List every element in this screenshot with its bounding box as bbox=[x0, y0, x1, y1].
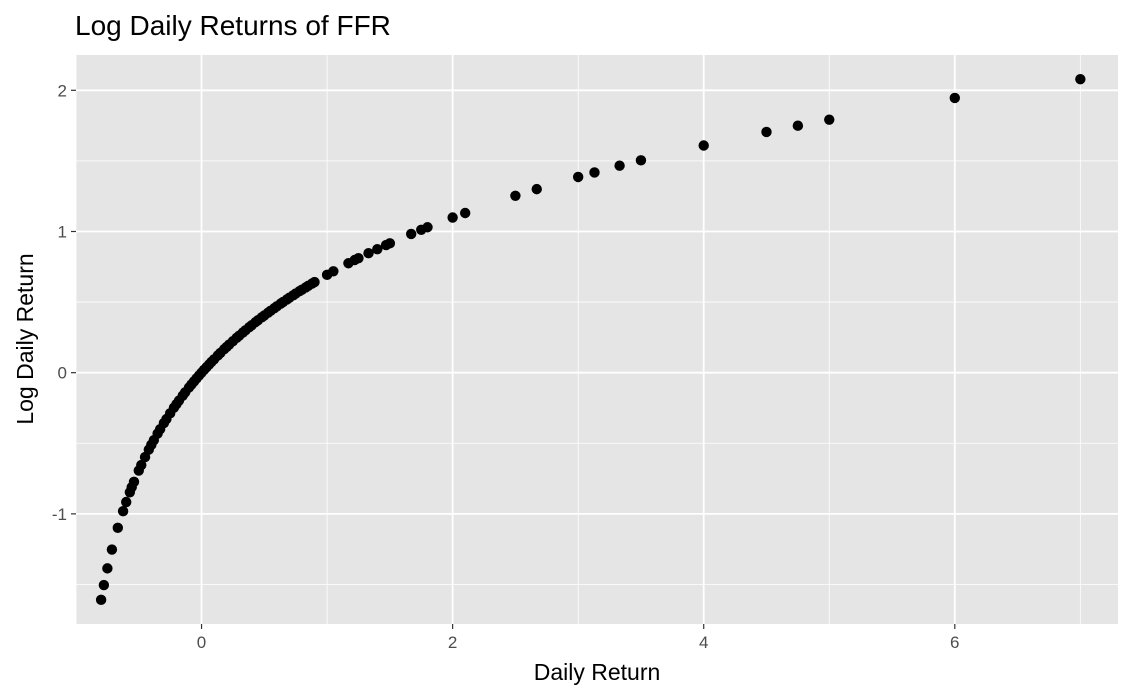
y-tick-label: 2 bbox=[58, 81, 67, 100]
plot-panel bbox=[76, 55, 1118, 624]
minor-gridlines bbox=[75, 55, 1118, 624]
scatter-point bbox=[128, 476, 140, 488]
scatter-point bbox=[106, 544, 118, 555]
scatter-point bbox=[309, 276, 320, 288]
x-tick-label: 4 bbox=[699, 633, 708, 652]
y-tick-label: 1 bbox=[58, 222, 67, 241]
scatter-point bbox=[112, 522, 124, 534]
scatter-point bbox=[98, 579, 110, 591]
y-tick-label: 0 bbox=[58, 364, 67, 383]
scatter-point bbox=[447, 212, 458, 223]
scatter-point bbox=[510, 190, 521, 201]
y-axis-ticks: -1 0 1 2 bbox=[52, 81, 76, 524]
scatter-point bbox=[949, 92, 960, 104]
scatter-point bbox=[459, 207, 471, 219]
scatter-point bbox=[531, 183, 542, 195]
x-axis-ticks: 0 2 4 6 bbox=[197, 624, 960, 652]
scatter-point bbox=[363, 248, 374, 259]
x-axis-title: Daily Return bbox=[534, 659, 661, 685]
scatter-point bbox=[95, 594, 107, 606]
x-tick-label: 0 bbox=[197, 633, 206, 652]
x-tick-label: 6 bbox=[950, 633, 959, 652]
scatter-point bbox=[635, 155, 647, 166]
scatter-point bbox=[384, 238, 396, 249]
scatter-point bbox=[614, 160, 625, 171]
scatter-point bbox=[589, 167, 600, 178]
y-axis-title: Log Daily Return bbox=[12, 253, 38, 424]
scatter-point bbox=[328, 266, 339, 277]
scatter-point bbox=[572, 171, 584, 183]
scatter-point bbox=[102, 563, 113, 574]
scatter-point bbox=[117, 505, 129, 517]
major-gridlines bbox=[76, 55, 1118, 624]
scatter-point bbox=[353, 252, 364, 264]
scatter-point bbox=[761, 126, 772, 138]
y-tick-label: -1 bbox=[52, 505, 67, 524]
scatter-point bbox=[792, 120, 804, 131]
scatter-point bbox=[422, 222, 433, 233]
chart-title: Log Daily Returns of FFR bbox=[75, 10, 391, 41]
x-tick-label: 2 bbox=[448, 633, 457, 652]
scatter-point bbox=[1075, 73, 1086, 85]
scatter-point bbox=[121, 496, 132, 508]
scatter-point bbox=[824, 114, 835, 125]
scatter-point bbox=[405, 228, 417, 240]
scatter-point bbox=[372, 243, 383, 255]
scatter-point bbox=[698, 140, 709, 151]
scatter-point bbox=[136, 459, 147, 471]
data-points bbox=[95, 73, 1086, 606]
